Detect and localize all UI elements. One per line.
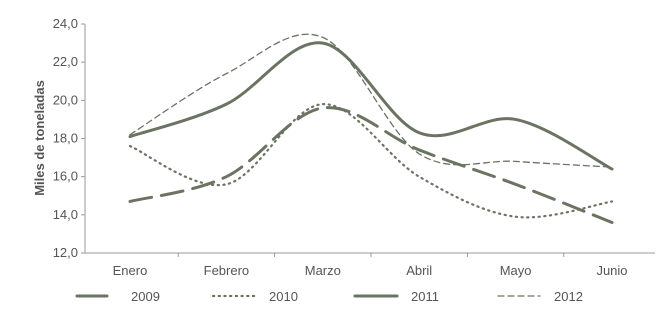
x-tick-label: Mayo xyxy=(500,263,532,278)
y-ticks: 12,0 14,0 16,0 18,0 20,0 22,0 24,0 xyxy=(53,16,85,260)
axes xyxy=(84,24,655,254)
legend-label: 2009 xyxy=(131,289,160,304)
y-tick-label: 24,0 xyxy=(53,16,78,31)
y-tick-label: 22,0 xyxy=(53,54,78,69)
x-tick-label: Febrero xyxy=(204,263,250,278)
legend-label: 2012 xyxy=(554,289,583,304)
legend: 2009 2010 2011 2012 xyxy=(75,289,583,304)
series-line-2010 xyxy=(128,103,614,219)
series-lines xyxy=(128,33,614,224)
y-tick-label: 20,0 xyxy=(53,92,78,107)
y-tick-label: 16,0 xyxy=(53,169,78,184)
x-tick-label: Enero xyxy=(113,263,148,278)
x-tick-label: Marzo xyxy=(305,263,341,278)
y-tick-label: 14,0 xyxy=(53,207,78,222)
y-tick-label: 12,0 xyxy=(53,245,78,260)
legend-label: 2011 xyxy=(411,289,439,304)
x-ticks: Enero Febrero Marzo Abril Mayo Junio xyxy=(113,253,628,278)
series-line-2011 xyxy=(128,41,614,171)
series-line-2012 xyxy=(129,33,613,168)
y-tick-label: 18,0 xyxy=(53,131,78,146)
y-axis-label: Miles de toneladas xyxy=(32,80,47,196)
x-tick-label: Junio xyxy=(596,263,627,278)
legend-label: 2010 xyxy=(269,289,298,304)
x-tick-label: Abril xyxy=(406,263,432,278)
series-line-2009 xyxy=(128,106,614,224)
